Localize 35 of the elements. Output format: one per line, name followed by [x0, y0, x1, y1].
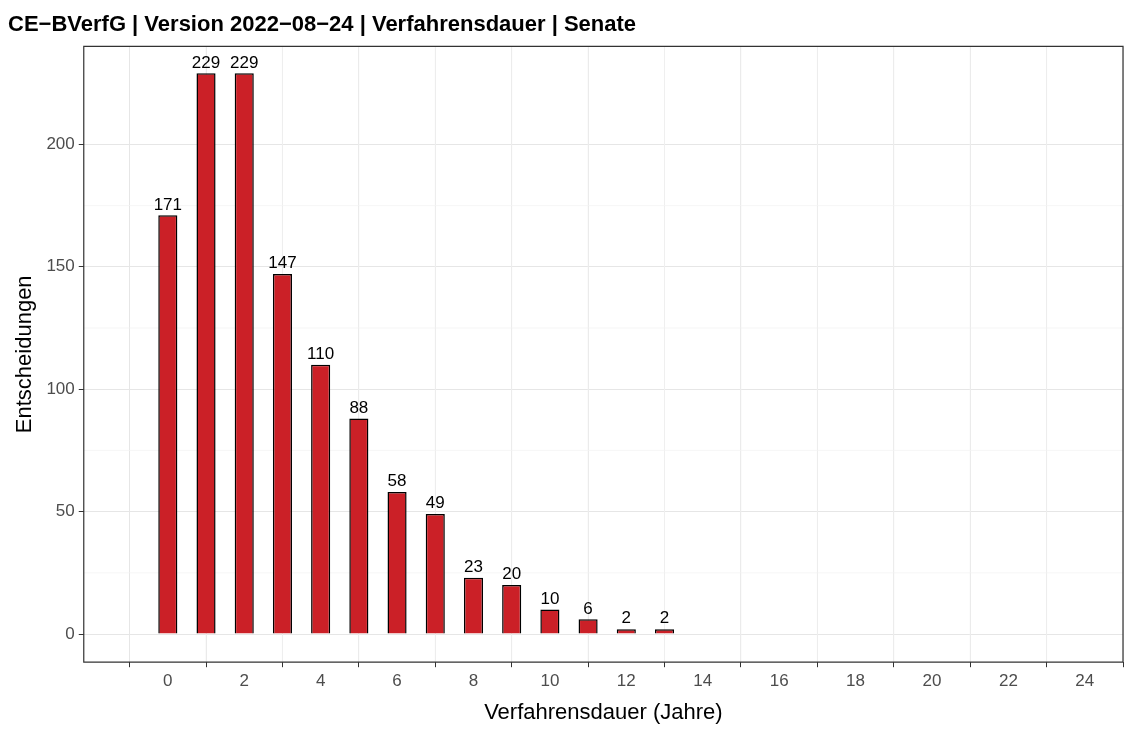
x-tick-label: 0 — [163, 671, 173, 691]
x-tick-label: 14 — [693, 671, 713, 691]
data-label: 20 — [502, 564, 522, 584]
x-tick-label: 2 — [239, 671, 249, 691]
data-label: 2 — [659, 608, 670, 628]
x-tick-label: 18 — [846, 671, 866, 691]
x-tick-label: 10 — [540, 671, 560, 691]
x-tick-label: 4 — [315, 671, 326, 691]
chart-title: CE−BVerfG | Version 2022−08−24 | Verfahrensdauer | Senate — [8, 11, 637, 37]
data-label: 49 — [425, 493, 445, 513]
x-axis-title: Verfahrensdauer (Jahre) — [484, 698, 723, 724]
x-tick-label: 16 — [769, 671, 789, 691]
data-label: 10 — [540, 588, 560, 608]
y-tick-label: 100 — [46, 378, 75, 398]
data-label: 229 — [191, 52, 221, 72]
y-tick-label: 0 — [65, 623, 75, 643]
x-tick-label: 6 — [392, 671, 402, 691]
data-label: 2 — [621, 608, 632, 628]
y-tick-label: 200 — [46, 134, 75, 154]
x-tick-label: 22 — [998, 671, 1018, 691]
data-label: 88 — [349, 397, 369, 417]
x-tick-label: 20 — [922, 671, 942, 691]
data-label: 58 — [387, 471, 407, 491]
data-label: 110 — [307, 343, 335, 363]
x-tick-label: 12 — [616, 671, 636, 691]
data-label: 6 — [583, 598, 593, 618]
data-label: 171 — [153, 194, 183, 214]
x-tick-label: 8 — [468, 671, 479, 691]
y-axis-title: Entscheidungen — [11, 275, 37, 434]
y-tick-label: 50 — [55, 501, 75, 521]
data-label: 147 — [268, 253, 297, 273]
data-label: 23 — [464, 556, 483, 576]
x-tick-label: 24 — [1075, 671, 1095, 691]
data-label: 229 — [230, 52, 259, 72]
y-tick-label: 150 — [46, 256, 75, 276]
